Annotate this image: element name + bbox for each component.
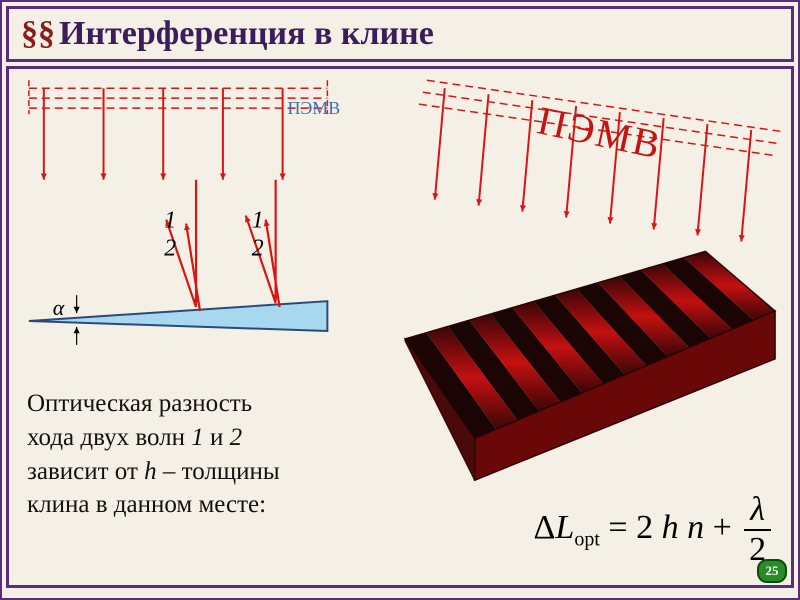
svg-text:2: 2 (252, 235, 264, 261)
body-line4: клина в данном месте: (27, 491, 266, 518)
formula-lambda: λ (744, 493, 771, 531)
svg-text:α: α (53, 296, 65, 320)
svg-text:1: 1 (164, 208, 176, 234)
body-wave1: 1 (191, 424, 204, 451)
svg-text:ПЭМВ: ПЭМВ (288, 98, 341, 118)
body-line3a: зависит от (27, 458, 144, 485)
page-number: 25 (757, 559, 787, 583)
formula-h: h (662, 509, 679, 546)
body-line2a: хода двух волн (27, 424, 191, 451)
title-box: §§ Интерференция в клине (6, 6, 794, 62)
body-line3b: – толщины (157, 458, 280, 485)
body-text: Оптическая разность хода двух волн 1 и 2… (27, 387, 447, 522)
svg-text:2: 2 (164, 235, 176, 261)
body-and: и (204, 424, 230, 451)
formula-delta: Δ (534, 509, 556, 546)
formula-n: n (687, 509, 704, 546)
slide-frame: §§ Интерференция в клине ПЭМВα1212 ПЭМВ … (0, 0, 800, 600)
section-marker: §§ (21, 15, 55, 52)
body-wave2: 2 (230, 424, 243, 451)
formula: ΔLopt = 2 h n + λ2 (534, 493, 771, 567)
content-box: ПЭМВα1212 ПЭМВ Оптическая разность хода … (6, 66, 794, 588)
svg-text:1: 1 (252, 208, 264, 234)
formula-L: L (555, 509, 574, 546)
formula-frac: λ2 (744, 493, 771, 567)
formula-sub: opt (574, 529, 600, 551)
slide-title: Интерференция в клине (59, 15, 434, 52)
formula-eq: = 2 (600, 509, 653, 546)
body-line1: Оптическая разность (27, 390, 252, 417)
body-h: h (144, 458, 157, 485)
formula-plus: + (704, 509, 740, 546)
